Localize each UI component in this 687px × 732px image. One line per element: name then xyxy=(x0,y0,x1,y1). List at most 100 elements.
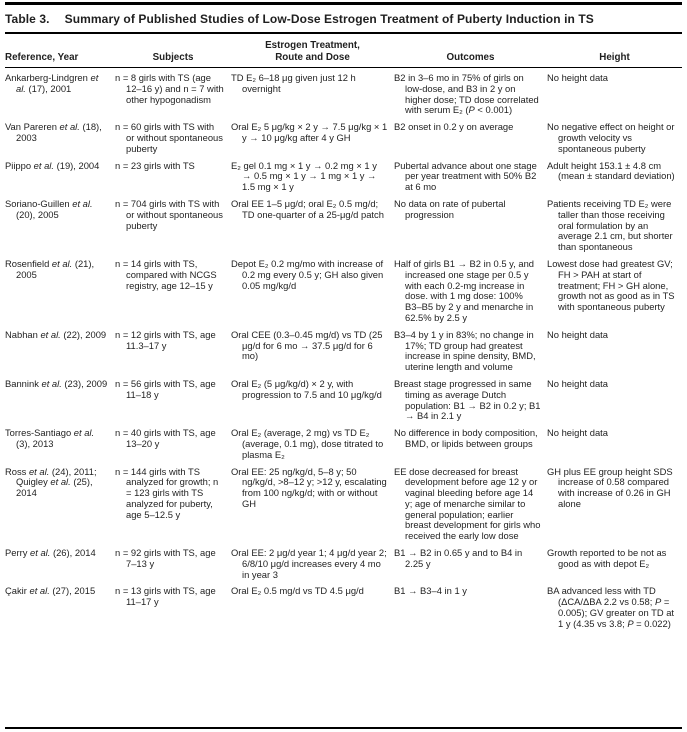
cell-height: Patients receiving TD E₂ were taller tha… xyxy=(547,197,682,259)
cell-text-reference: Nabhan et al. (22), 2009 xyxy=(5,328,107,340)
cell-treatment: Oral EE: 25 ng/kg/d, 5–8 y; 50 ng/kg/d, … xyxy=(231,465,394,549)
cell-reference: Ross et al. (24), 2011; Quigley et al. (… xyxy=(5,465,115,549)
cell-subjects: n = 92 girls with TS, age 7–13 y xyxy=(115,547,231,586)
cell-reference: Perry et al. (26), 2014 xyxy=(5,547,115,586)
cell-text-outcomes: Half of girls B1 → B2 in 0.5 y, and incr… xyxy=(394,257,534,323)
cell-text-subjects: n = 60 girls with TS with or without spo… xyxy=(115,121,223,154)
cell-text-subjects: n = 144 girls with TS analyzed for growt… xyxy=(115,465,219,520)
cell-outcomes: B2 onset in 0.2 y on average xyxy=(394,121,547,160)
table-body: Ankarberg-Lindgren et al. (17), 2001 n =… xyxy=(5,68,682,636)
cell-outcomes: Breast stage progressed in same timing a… xyxy=(394,377,547,428)
cell-text-outcomes: B1 → B2 in 0.65 y and to B4 in 2.25 y xyxy=(394,547,523,569)
cell-text-treatment: E₂ gel 0.1 mg × 1 y → 0.2 mg × 1 y → 0.5… xyxy=(231,159,377,193)
cell-treatment: Depot E₂ 0.2 mg/mo with increase of 0.2 … xyxy=(231,257,394,330)
cell-reference: Nabhan et al. (22), 2009 xyxy=(5,328,115,379)
table-row: Van Pareren et al. (18), 2003 n = 60 gir… xyxy=(5,121,682,160)
cell-text-subjects: n = 704 girls with TS with or without sp… xyxy=(115,197,223,231)
cell-text-reference: Rosenfield et al. (21), 2005 xyxy=(5,257,95,280)
cell-reference: Ankarberg-Lindgren et al. (17), 2001 xyxy=(5,68,115,123)
cell-text-reference: Çakir et al. (27), 2015 xyxy=(5,585,96,597)
cell-text-outcomes: Breast stage progressed in same timing a… xyxy=(394,377,541,422)
cell-text-outcomes: No difference in body composition, BMD, … xyxy=(394,427,538,449)
cell-text-treatment: Oral E₂ 0.5 mg/d vs TD 4.5 μg/d xyxy=(231,585,364,597)
cell-height: No negative effect on height or growth v… xyxy=(547,121,682,160)
cell-height: No height data xyxy=(547,377,682,428)
cell-subjects: n = 12 girls with TS, age 11.3–17 y xyxy=(115,329,231,379)
column-header-reference-year: Reference, Year xyxy=(5,34,115,68)
cell-subjects: n = 40 girls with TS, age 13–20 y xyxy=(115,427,231,466)
cell-text-subjects: n = 8 girls with TS (age 12–16 y) and n … xyxy=(115,72,224,105)
cell-treatment: Oral E₂ (average, 2 mg) vs TD E₂ (averag… xyxy=(231,427,394,466)
table-number-label: Table 3. xyxy=(5,12,50,26)
cell-height: No height data xyxy=(547,68,682,123)
cell-text-subjects: n = 13 girls with TS, age 11–17 y xyxy=(115,585,216,608)
table-row: Rosenfield et al. (21), 2005 n = 14 girl… xyxy=(5,257,682,330)
cell-text-height: Patients receiving TD E₂ were taller tha… xyxy=(547,197,673,253)
cell-text-reference: Piippo et al. (19), 2004 xyxy=(5,159,100,171)
column-header-subjects: Subjects xyxy=(115,34,231,68)
table-title: Summary of Published Studies of Low-Dose… xyxy=(64,12,594,26)
cell-text-height: No height data xyxy=(547,72,608,83)
bottom-rule xyxy=(5,727,682,729)
cell-text-treatment: Oral E₂ (5 μg/kg/d) × 2 y, with progress… xyxy=(231,377,382,400)
cell-text-outcomes: B3–4 by 1 y in 83%; no change in 17%; TD… xyxy=(394,328,536,373)
cell-text-height: No height data xyxy=(547,377,608,389)
cell-text-outcomes: B2 onset in 0.2 y on average xyxy=(394,121,514,133)
cell-text-reference: Van Pareren et al. (18), 2003 xyxy=(5,121,102,143)
cell-text-height: Adult height 153.1 ± 4.8 cm (mean ± stan… xyxy=(547,159,675,182)
cell-treatment: Oral E₂ 0.5 mg/d vs TD 4.5 μg/d xyxy=(231,586,394,635)
cell-subjects: n = 14 girls with TS, compared with NCGS… xyxy=(115,257,231,330)
cell-text-reference: Perry et al. (26), 2014 xyxy=(5,547,96,559)
cell-reference: Soriano-Guillen et al. (20), 2005 xyxy=(5,197,115,259)
cell-text-outcomes: No data on rate of pubertal progression xyxy=(394,197,506,220)
cell-outcomes: B2 in 3–6 mo in 75% of girls on low-dose… xyxy=(394,68,547,123)
cell-text-reference: Torres-Santiago et al. (3), 2013 xyxy=(5,427,95,449)
cell-text-subjects: n = 40 girls with TS, age 13–20 y xyxy=(115,427,216,449)
cell-height: No height data xyxy=(547,427,682,466)
cell-subjects: n = 56 girls with TS, age 11–18 y xyxy=(115,377,231,428)
cell-height: No height data xyxy=(547,329,682,379)
cell-text-height: Lowest dose had greatest GV; FH > PAH at… xyxy=(547,257,675,313)
cell-height: Growth reported to be not as good as wit… xyxy=(547,547,682,586)
cell-outcomes: Pubertal advance about one stage per yea… xyxy=(394,159,547,199)
cell-outcomes: No data on rate of pubertal progression xyxy=(394,197,547,259)
cell-text-height: No negative effect on height or growth v… xyxy=(547,121,675,154)
cell-subjects: n = 144 girls with TS analyzed for growt… xyxy=(115,465,231,549)
cell-text-treatment: Oral EE: 2 μg/d year 1; 4 μg/d year 2; 6… xyxy=(231,547,387,580)
cell-text-treatment: Oral E₂ (average, 2 mg) vs TD E₂ (averag… xyxy=(231,427,384,460)
cell-subjects: n = 23 girls with TS xyxy=(115,159,231,199)
cell-text-subjects: n = 23 girls with TS xyxy=(115,159,195,171)
cell-subjects: n = 13 girls with TS, age 11–17 y xyxy=(115,586,231,635)
cell-reference: Piippo et al. (19), 2004 xyxy=(5,159,115,199)
table-row: Nabhan et al. (22), 2009 n = 12 girls wi… xyxy=(5,328,682,379)
studies-table: Reference, Year Subjects Estrogen Treatm… xyxy=(5,34,682,636)
table-row: Torres-Santiago et al. (3), 2013 n = 40 … xyxy=(5,427,682,466)
cell-text-treatment: Depot E₂ 0.2 mg/mo with increase of 0.2 … xyxy=(231,257,384,291)
column-header-estrogen-treatment: Estrogen Treatment, Route and Dose xyxy=(231,34,394,68)
cell-text-height: Growth reported to be not as good as wit… xyxy=(547,547,667,569)
cell-text-outcomes: Pubertal advance about one stage per yea… xyxy=(394,159,537,193)
column-header-outcomes: Outcomes xyxy=(394,34,547,68)
cell-text-height: BA advanced less with TD (ΔCA/ΔBA 2.2 vs… xyxy=(547,585,675,629)
cell-text-reference: Ankarberg-Lindgren et al. (17), 2001 xyxy=(5,72,99,94)
cell-text-reference: Soriano-Guillen et al. (20), 2005 xyxy=(5,197,93,220)
cell-outcomes: B3–4 by 1 y in 83%; no change in 17%; TD… xyxy=(394,328,547,379)
cell-text-subjects: n = 92 girls with TS, age 7–13 y xyxy=(115,547,216,569)
cell-reference: Van Pareren et al. (18), 2003 xyxy=(5,121,115,160)
table-title-row: Table 3. Summary of Published Studies of… xyxy=(5,5,682,32)
cell-text-treatment: Oral EE: 25 ng/kg/d, 5–8 y; 50 ng/kg/d, … xyxy=(231,465,387,509)
cell-height: GH plus EE group height SDS increase of … xyxy=(547,465,682,549)
cell-height: Lowest dose had greatest GV; FH > PAH at… xyxy=(547,257,682,330)
cell-text-subjects: n = 56 girls with TS, age 11–18 y xyxy=(115,377,216,400)
cell-reference: Çakir et al. (27), 2015 xyxy=(5,586,115,635)
cell-text-reference: Bannink et al. (23), 2009 xyxy=(5,377,108,389)
cell-outcomes: B1 → B2 in 0.65 y and to B4 in 2.25 y xyxy=(394,547,547,586)
cell-outcomes: B1 → B3–4 in 1 y xyxy=(394,586,547,635)
cell-text-height: GH plus EE group height SDS increase of … xyxy=(547,465,673,509)
top-rule xyxy=(5,2,682,5)
cell-text-reference: Ross et al. (24), 2011; Quigley et al. (… xyxy=(5,465,97,499)
table-row: Çakir et al. (27), 2015 n = 13 girls wit… xyxy=(5,586,682,635)
cell-height: Adult height 153.1 ± 4.8 cm (mean ± stan… xyxy=(547,159,682,199)
cell-text-subjects: n = 14 girls with TS, compared with NCGS… xyxy=(115,257,217,291)
